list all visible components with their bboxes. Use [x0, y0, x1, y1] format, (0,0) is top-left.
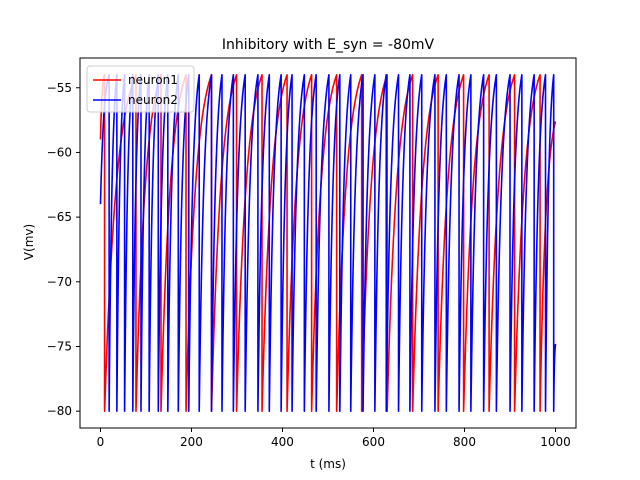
x-tick-label: 600 — [362, 435, 385, 449]
y-tick-label: −75 — [47, 339, 72, 353]
legend: neuron1 neuron2 — [86, 65, 195, 113]
x-tick-label: 0 — [97, 435, 105, 449]
chart-title: Inhibitory with E_syn = -80mV — [222, 37, 435, 53]
plot-area — [99, 74, 557, 412]
axes: 0 200 400 600 800 1000 −80 −75 −70 −65 −60 −55 — [47, 57, 577, 449]
series-line-neuron1 — [99, 74, 557, 412]
y-tick-label: −65 — [47, 210, 72, 224]
y-tick-label: −60 — [47, 145, 72, 159]
legend-label-neuron1: neuron1 — [128, 73, 178, 87]
y-tick-label: −70 — [47, 275, 72, 289]
y-tick-label: −55 — [47, 81, 72, 95]
legend-label-neuron2: neuron2 — [128, 93, 178, 107]
axes-frame — [79, 57, 577, 429]
x-tick-label: 800 — [453, 435, 476, 449]
x-tick-label: 400 — [271, 435, 294, 449]
series-line-neuron2 — [99, 74, 557, 412]
x-tick-label: 1000 — [540, 435, 571, 449]
y-axis-label: V(mv) — [22, 224, 36, 260]
y-tick-label: −80 — [47, 404, 72, 418]
x-axis-label: t (ms) — [310, 457, 346, 471]
x-tick-label: 200 — [180, 435, 203, 449]
